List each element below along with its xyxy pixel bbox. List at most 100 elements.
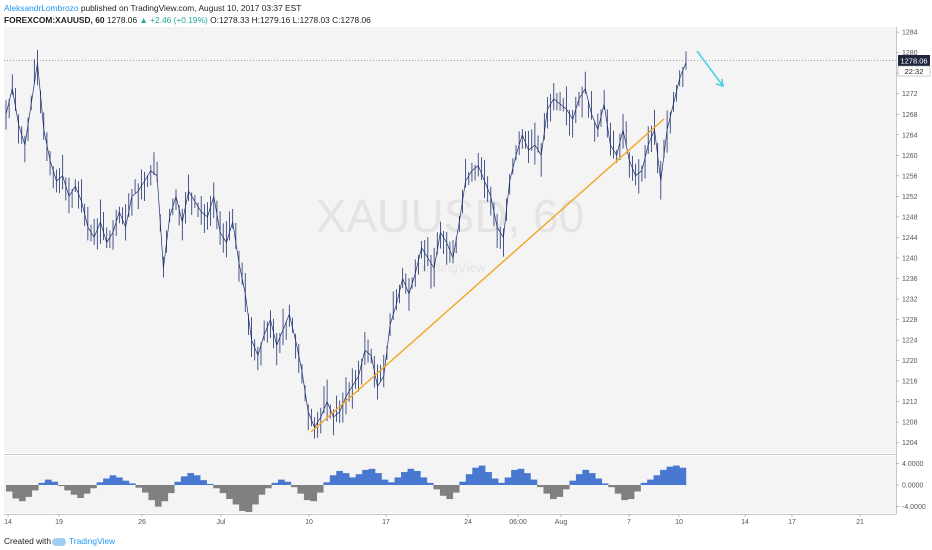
- oscillator-bar-104: [679, 467, 687, 485]
- tradingview-brand-link[interactable]: TradingView: [52, 532, 115, 550]
- oscillator-bar-60: [394, 477, 402, 485]
- time-tick-label-2: 26: [138, 519, 146, 526]
- price-tick-label-16: 1220: [902, 358, 918, 365]
- oscillator-bar-45: [297, 485, 305, 494]
- oscillator-bar-44: [290, 485, 298, 488]
- forecast-arrow-icon[interactable]: [696, 50, 724, 88]
- oscillator-bar-29: [193, 475, 201, 485]
- author-link[interactable]: AleksandrLombrozo: [4, 3, 79, 13]
- oscillator-bar-24: [161, 485, 169, 502]
- oscillator-bar-36: [239, 485, 246, 511]
- publish-line: AleksandrLombrozo published on TradingVi…: [4, 2, 301, 14]
- oscillator-bar-25: [167, 485, 175, 494]
- price-tick-label-20: 1204: [902, 440, 918, 447]
- oscillator-bar-6: [44, 479, 52, 485]
- oscillator-bar-17: [116, 477, 123, 485]
- high-value: H:1279.16: [251, 15, 291, 25]
- oscillator-bar-61: [401, 472, 408, 485]
- price-tick-label-0: 1284: [902, 30, 918, 37]
- oscillator-bar-41: [271, 482, 279, 485]
- oscillator-bar-7: [51, 481, 59, 485]
- oscillator-bar-52: [342, 473, 350, 485]
- time-tick-label-4: 10: [305, 519, 313, 526]
- oscillator-bar-100: [653, 475, 661, 485]
- oscillator-bar-3: [25, 485, 33, 497]
- oscillator-bar-90: [588, 473, 596, 485]
- oscillator-bar-31: [206, 483, 214, 485]
- oscillator-bar-43: [284, 481, 292, 485]
- oscillator-bar-50: [329, 475, 337, 485]
- oscillator-bar-27: [180, 476, 188, 485]
- price-label: 1278.06: [900, 57, 927, 66]
- oscillator-series: [6, 465, 687, 512]
- oscillator-bar-54: [355, 474, 363, 485]
- oscillator-bar-87: [569, 480, 577, 485]
- osc-tick-label-1: 0.0000: [902, 483, 924, 490]
- symbol-name[interactable]: FOREXCOM:XAUUSD, 60: [4, 15, 105, 25]
- oscillator-bar-39: [258, 485, 266, 495]
- oscillator-bar-33: [219, 485, 227, 494]
- oscillator-bar-14: [96, 482, 104, 485]
- oscillator-bar-101: [660, 469, 667, 485]
- oscillator-bar-62: [407, 468, 415, 485]
- price-tick-label-15: 1224: [902, 338, 918, 345]
- oscillator-bar-48: [316, 485, 324, 493]
- oscillator-bar-66: [433, 485, 441, 490]
- oscillator-bar-89: [582, 469, 590, 485]
- oscillator-bar-63: [414, 470, 421, 485]
- oscillator-bar-95: [621, 485, 628, 501]
- close-value: C:1278.06: [332, 15, 371, 25]
- oscillator-bar-18: [122, 480, 130, 485]
- oscillator-bar-9: [64, 485, 71, 491]
- time-axis: 14 19 26 Jul 10 17 24 06:00 Aug 7 10 14 17 21: [4, 514, 864, 526]
- oscillator-bar-15: [103, 478, 110, 485]
- last-price: 1278.06: [106, 15, 138, 25]
- oscillator-bar-58: [381, 479, 389, 485]
- oscillator-bar-20: [135, 485, 143, 488]
- chart-canvas[interactable]: XAUUSD, 60 TradingView 12841280127612721…: [0, 0, 932, 532]
- time-tick-label-1: 19: [55, 519, 63, 526]
- time-tick-label-6: 24: [464, 519, 472, 526]
- footer: Created with TradingView: [0, 532, 932, 550]
- trendline[interactable]: [310, 118, 665, 433]
- price-tick-label-11: 1240: [902, 255, 918, 262]
- oscillator-pane-background: [4, 456, 896, 513]
- open-value: O:1278.33: [210, 15, 250, 25]
- time-tick-label-9: 7: [627, 519, 631, 526]
- price-tick-label-10: 1244: [902, 235, 918, 242]
- price-tick-label-4: 1268: [902, 112, 918, 119]
- oscillator-bar-67: [439, 485, 447, 496]
- oscillator-bar-91: [595, 478, 603, 485]
- oscillator-bar-10: [70, 485, 78, 495]
- oscillator-bar-74: [485, 472, 492, 485]
- oscillator-bar-11: [77, 485, 84, 498]
- oscillator-bar-64: [420, 477, 428, 485]
- oscillator-bar-93: [608, 485, 615, 488]
- oscillator-bar-32: [213, 485, 220, 489]
- time-tick-label-0: 14: [4, 519, 12, 526]
- oscillator-bar-76: [498, 482, 505, 485]
- created-with-label: Created with: [4, 536, 52, 546]
- oscillator-bar-34: [226, 485, 233, 500]
- watermark-symbol: XAUUSD, 60: [316, 190, 584, 242]
- price-tick-label-6: 1260: [902, 153, 918, 160]
- osc-tick-label-0: 4.0000: [902, 461, 924, 468]
- oscillator-bar-23: [154, 485, 162, 507]
- oscillator-bar-88: [575, 474, 583, 485]
- price-series: [5, 49, 687, 439]
- oscillator-bar-81: [530, 479, 538, 485]
- oscillator-bar-22: [148, 485, 156, 501]
- oscillator-bar-85: [556, 485, 564, 497]
- main-pane-background: [4, 27, 896, 453]
- oscillator-bar-26: [174, 481, 182, 485]
- published-text: published on TradingView.com, August 10,…: [80, 3, 302, 13]
- oscillator-bar-30: [200, 480, 207, 485]
- oscillator-bar-98: [640, 482, 648, 485]
- oscillator-bar-59: [388, 482, 395, 485]
- oscillator-bar-84: [550, 485, 557, 500]
- oscillator-bar-70: [459, 481, 467, 485]
- price-tick-label-19: 1208: [902, 420, 918, 427]
- price-line: [5, 62, 687, 429]
- oscillator-bar-4: [31, 485, 39, 491]
- time-tick-label-8: Aug: [555, 519, 568, 526]
